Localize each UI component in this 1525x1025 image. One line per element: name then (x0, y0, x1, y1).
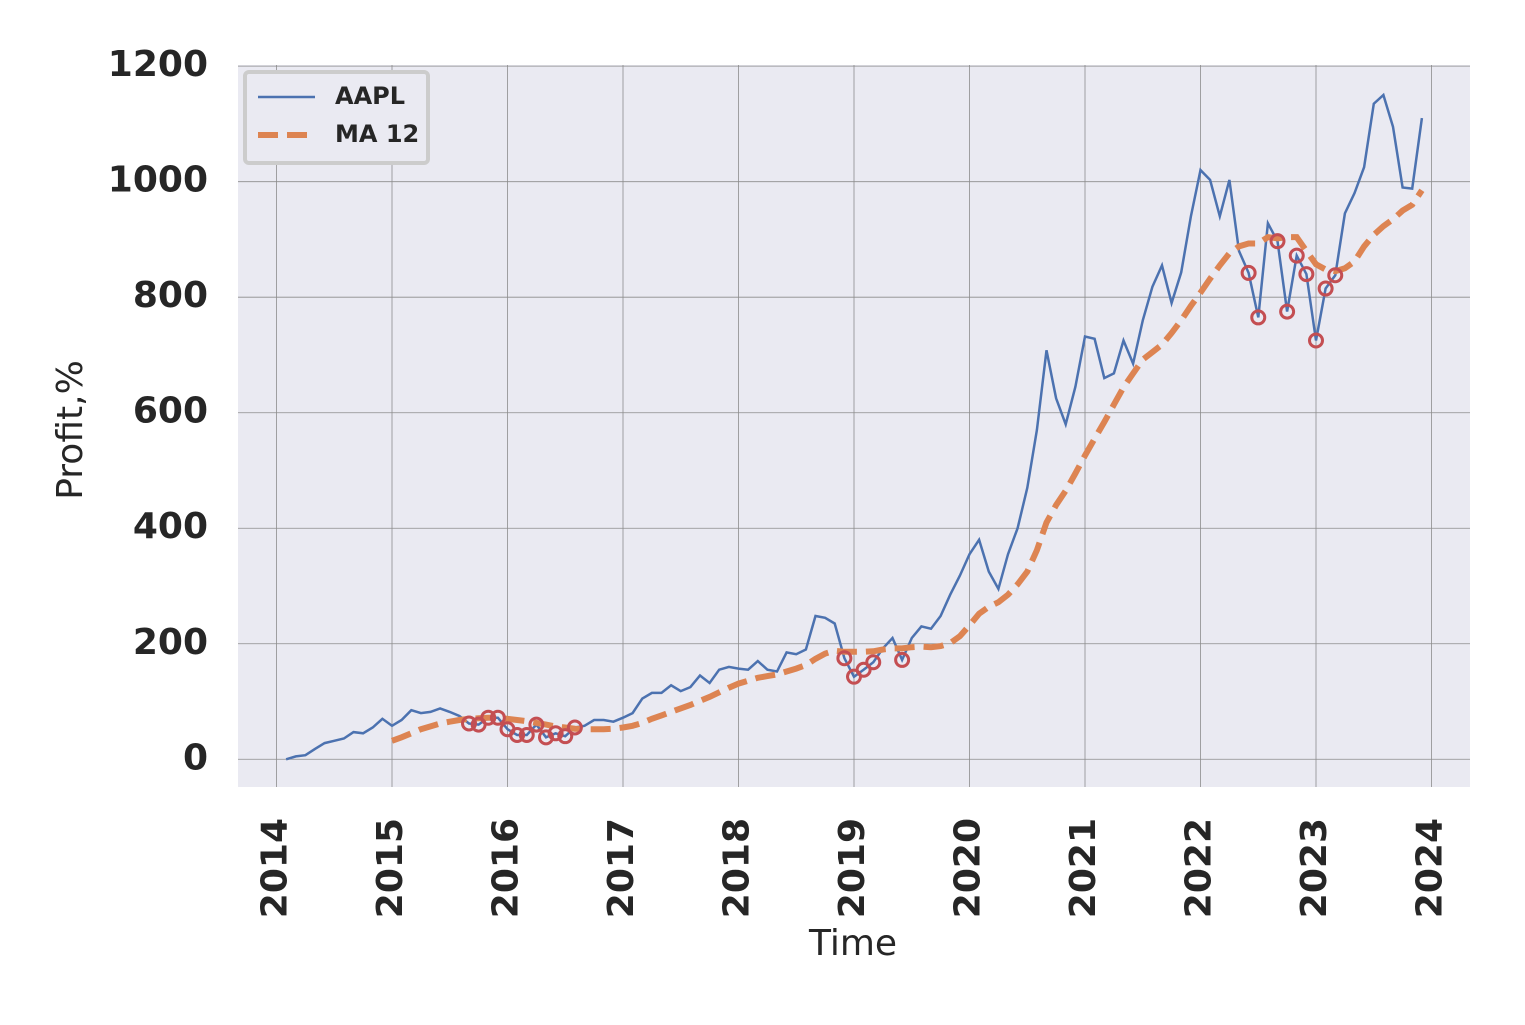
marker (480, 709, 497, 726)
legend-box (243, 70, 430, 165)
x-tick-label: 2016 (486, 818, 527, 918)
x-tick-label: 2014 (255, 818, 296, 918)
y-axis-label: Profit,% (50, 360, 91, 500)
marker (855, 661, 872, 678)
marker (557, 728, 574, 745)
marker (528, 716, 545, 733)
y-tick-label: 0 (183, 737, 208, 778)
x-tick-label: 2023 (1294, 818, 1335, 918)
legend-label: MA 12 (335, 120, 419, 148)
marker (566, 719, 583, 736)
x-tick-label: 2017 (601, 818, 642, 918)
y-tick-label: 600 (133, 391, 208, 432)
marker (1250, 309, 1267, 326)
legend-label: AAPL (335, 82, 405, 110)
x-tick-label: 2019 (832, 818, 873, 918)
y-tick-label: 200 (133, 622, 208, 663)
ticks: 0 200 400 600 800 1000 1200 2014 2015 2016 2017 201… (108, 44, 1451, 918)
x-tick-label: 2022 (1179, 818, 1220, 918)
marker (1288, 247, 1305, 264)
x-tick-label: 2021 (1063, 818, 1104, 918)
x-tick-label: 2018 (717, 818, 758, 918)
marker (509, 727, 526, 744)
marker (1308, 332, 1324, 349)
y-tick-label: 1200 (108, 44, 208, 85)
grid (238, 65, 1470, 787)
marker (1269, 233, 1286, 250)
x-tick-label: 2015 (370, 818, 411, 918)
y-tick-label: 800 (133, 275, 208, 316)
marker (547, 725, 564, 742)
marker (461, 715, 477, 732)
marker (1317, 280, 1334, 297)
y-tick-label: 1000 (108, 160, 208, 201)
marker (1240, 264, 1257, 281)
marker (1298, 266, 1315, 283)
marker (865, 654, 882, 671)
x-tick-label: 2024 (1410, 818, 1451, 918)
marker (894, 651, 911, 668)
marker (836, 650, 853, 667)
marker (518, 727, 535, 744)
marker (489, 709, 506, 726)
x-tick-label: 2020 (948, 818, 989, 918)
legend: AAPL MA 12 (243, 70, 430, 165)
marks (285, 92, 1425, 761)
x-axis-label: Time (808, 923, 897, 964)
marker (1327, 267, 1344, 284)
series-line (390, 188, 1425, 744)
y-tick-label: 400 (133, 506, 208, 547)
marker (1279, 303, 1296, 320)
